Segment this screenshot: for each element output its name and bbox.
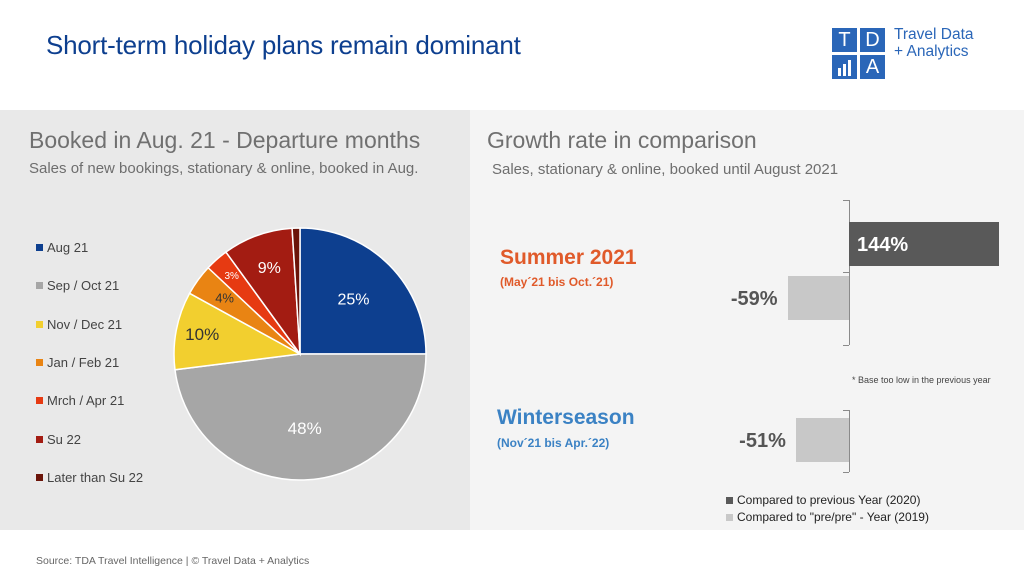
pie-chart: 25% 48% 10% 4% 3% 9% <box>173 227 427 481</box>
winter-axis-tick <box>843 410 849 411</box>
bar-legend-swatch-dark <box>726 496 733 504</box>
pie-legend-label: Su 22 <box>47 431 81 447</box>
pie-value-label: 10% <box>185 325 219 344</box>
logo-grid: T D A <box>832 28 886 80</box>
pie-legend-label: Later than Su 22 <box>47 469 144 485</box>
logo-letter-t: T <box>832 28 857 52</box>
pie-legend-swatch <box>36 244 43 251</box>
pie-value-label: 9% <box>258 260 281 277</box>
summer-axis-line <box>849 200 850 345</box>
pie-legend-item: Sep / Oct 21 <box>36 278 119 293</box>
bar-winter-2019 <box>795 418 849 462</box>
pie-legend-swatch <box>36 358 43 366</box>
pie-slice <box>174 353 427 481</box>
bar-legend-label-2019: Compared to "pre/pre" - Year (2019) <box>737 510 929 524</box>
logo-letter-d: D <box>860 28 885 52</box>
pie-slice <box>299 227 427 355</box>
pie-legend-swatch <box>36 473 43 481</box>
bar-value-label: 144% <box>857 234 909 256</box>
left-panel: Booked in Aug. 21 - Departure months Sal… <box>0 110 470 530</box>
pie-legend-label: Sep / Oct 21 <box>47 278 120 294</box>
bar-legend-item-2019: Compared to "pre/pre" - Year (2019) <box>726 510 929 524</box>
pie-value-label: 3% <box>224 271 239 282</box>
bar-value-label: -59% <box>730 288 778 310</box>
pie-legend-label: Jan / Feb 21 <box>47 354 120 370</box>
pie-legend-label: Aug 21 <box>47 240 89 255</box>
pie-legend-label: Nov / Dec 21 <box>47 316 123 332</box>
summer-title: Summer 2021 <box>500 246 637 269</box>
pie-legend-label: Mrch / Apr 21 <box>47 393 125 409</box>
pie-legend-item: Jan / Feb 21 <box>36 355 119 370</box>
winter-axis-line <box>849 410 850 472</box>
bar-legend-label-2020: Compared to previous Year (2020) <box>737 493 921 507</box>
bar-summer-2020 <box>849 222 999 266</box>
right-section-subtitle: Sales, stationary & online, booked until… <box>492 161 839 178</box>
bar-summer-2019 <box>787 276 849 320</box>
pie-slice <box>173 292 303 371</box>
pie-legend-item: Later than Su 22 <box>36 470 143 485</box>
winter-axis-tick <box>843 472 849 473</box>
pie-legend-swatch <box>36 282 43 290</box>
logo-bars-icon <box>832 55 857 79</box>
bar-legend-swatch-light <box>726 513 733 521</box>
pie-value-label: 48% <box>288 419 322 438</box>
left-section-subtitle: Sales of new bookings, stationary & onli… <box>29 160 419 177</box>
right-section-title: Growth rate in comparison <box>487 127 757 153</box>
right-panel: Growth rate in comparison Sales, station… <box>470 110 1024 530</box>
summer-axis-tick <box>843 200 849 201</box>
pie-legend-item: Su 22 <box>36 432 81 447</box>
pie-value-label: 4% <box>215 291 234 306</box>
logo-line-2: + Analytics <box>894 43 969 60</box>
page-title: Short-term holiday plans remain dominant <box>46 30 521 60</box>
logo-line-1: Travel Data <box>894 26 974 43</box>
pie-slice <box>291 227 301 355</box>
pie-legend-item: Aug 21 <box>36 240 88 255</box>
content-panel: Booked in Aug. 21 - Departure months Sal… <box>0 110 1024 530</box>
pie-legend-item: Nov / Dec 21 <box>36 317 122 332</box>
pie-legend-item: Mrch / Apr 21 <box>36 393 124 408</box>
winter-range: (Nov´21 bis Apr.´22) <box>497 436 610 450</box>
left-section-title: Booked in Aug. 21 - Departure months <box>29 127 421 153</box>
footer-source: Source: TDA Travel Intelligence | © Trav… <box>36 555 310 567</box>
summer-range: (May´21 bis Oct.´21) <box>500 275 614 289</box>
bar-value-label: -51% <box>739 430 786 452</box>
summer-axis-tick <box>843 272 849 273</box>
winter-title: Winterseason <box>497 406 635 429</box>
pie-legend-swatch <box>36 435 43 443</box>
logo-letter-a: A <box>860 55 885 79</box>
pie-value-label: 25% <box>337 292 369 309</box>
pie-legend-swatch <box>36 320 43 328</box>
base-footnote: * Base too low in the previous year <box>852 375 991 385</box>
pie-legend-swatch <box>36 397 43 405</box>
tda-logo: T D A Travel Data + Analytics <box>832 26 992 82</box>
summer-axis-tick <box>843 345 849 346</box>
bar-legend-item-2020: Compared to previous Year (2020) <box>726 493 920 507</box>
logo-text: Travel Data + Analytics <box>894 26 974 60</box>
